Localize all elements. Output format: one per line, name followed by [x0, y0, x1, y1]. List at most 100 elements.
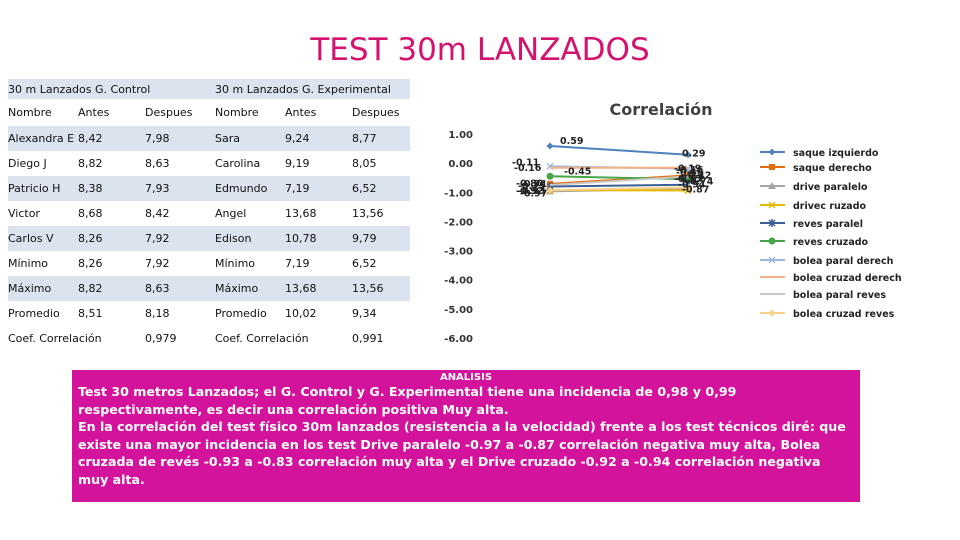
column-header: Antes: [285, 99, 352, 126]
table-cell: 7,19: [285, 251, 352, 276]
legend-label: drive paralelo: [793, 182, 868, 193]
table-row: Patricio H 8,38 7,93 Edmundo 7,19 6,52: [8, 176, 410, 201]
marker-diamond: [684, 151, 692, 159]
legend-item: bolea cruzad reves: [760, 309, 895, 320]
legend-label: saque izquierdo: [793, 148, 879, 159]
correlation-line-chart: Correlación 1.00 0.00 -1.00 -2.00 -3.00 -4.00…: [444, 100, 902, 345]
y-tick-label: 1.00: [448, 130, 473, 141]
table-cell: Patricio H: [8, 176, 78, 201]
table-cell: Mínimo: [8, 251, 78, 276]
table-cell: 13,56: [352, 276, 410, 301]
group-control-label: 30 m Lanzados G. Control: [8, 79, 215, 99]
legend-label: reves paralel: [793, 219, 863, 230]
table-cell: 10,78: [285, 226, 352, 251]
table-cell: Alexandra E: [8, 126, 78, 151]
table-cell: Victor: [8, 201, 78, 226]
series-saque-izquierdo: [546, 142, 692, 159]
data-label: -0.45: [564, 166, 591, 177]
table-row: Promedio 8,51 8,18 Promedio 10,02 9,34: [8, 301, 410, 326]
data-label: 0.29: [682, 149, 705, 160]
table-cell: Edison: [215, 226, 285, 251]
y-tick-label: -6.00: [444, 334, 473, 345]
table-cell: Sara: [215, 126, 285, 151]
table-cell: Carlos V: [8, 226, 78, 251]
correlation-value-control: 0,979: [145, 326, 215, 351]
table-cell: 8,05: [352, 151, 410, 176]
marker-circle: [546, 172, 554, 180]
marker-triangle: [768, 182, 776, 189]
table-cell: Mínimo: [215, 251, 285, 276]
marker-x: [768, 256, 776, 264]
data-label: -0.16: [514, 163, 542, 174]
table-row: Mínimo 8,26 7,92 Mínimo 7,19 6,52: [8, 251, 410, 276]
data-label: -0.42: [684, 170, 711, 181]
analysis-box: ANALISIS Test 30 metros Lanzados; el G. …: [72, 370, 860, 502]
marker-diamond: [768, 309, 776, 317]
table-row: Máximo 8,82 8,63 Máximo 13,68 13,56: [8, 276, 410, 301]
data-label: -0.94: [678, 180, 706, 191]
table-cell: 8,26: [78, 251, 145, 276]
table-cell: 8,42: [145, 201, 215, 226]
y-tick-label: -5.00: [444, 305, 473, 316]
legend-label: reves cruzado: [793, 237, 869, 248]
y-tick-label: -2.00: [444, 217, 473, 228]
data-label: -0.55: [674, 174, 701, 185]
legend-label: drivec ruzado: [793, 201, 867, 212]
table-cell: 13,56: [352, 201, 410, 226]
table-cell: Promedio: [8, 301, 78, 326]
data-label: 0.59: [560, 136, 583, 147]
chart-title: Correlación: [610, 100, 713, 119]
table-cell: 8,26: [78, 226, 145, 251]
marker-diamond: [546, 142, 554, 150]
marker-diamond: [546, 186, 554, 194]
table-cell: 8,82: [78, 276, 145, 301]
table-cell: Carolina: [215, 151, 285, 176]
table-row: Diego J 8,82 8,63 Carolina 9,19 8,05: [8, 151, 410, 176]
table-cell: 7,92: [145, 251, 215, 276]
table-cell: 8,38: [78, 176, 145, 201]
series-line: [549, 183, 689, 188]
marker-diamond: [684, 183, 692, 191]
analysis-text: Test 30 metros Lanzados; el G. Control y…: [78, 384, 846, 487]
table-cell: 9,79: [352, 226, 410, 251]
marker-square: [685, 172, 691, 179]
data-label: -0.74: [686, 177, 714, 188]
table-cell: Edmundo: [215, 176, 285, 201]
y-tick-label: 0.00: [448, 159, 473, 170]
table-cell: 8,42: [78, 126, 145, 151]
series-bolea-cruzad-reves: [546, 183, 692, 194]
legend-item: reves paralel: [760, 219, 863, 230]
y-tick-label: -1.00: [444, 188, 473, 199]
data-label: -0.87: [682, 184, 709, 195]
legend-item: saque izquierdo: [760, 148, 879, 159]
table-cell: 7,19: [285, 176, 352, 201]
table-cell: Máximo: [8, 276, 78, 301]
table-cell: 8,82: [78, 151, 145, 176]
table-cell: Máximo: [215, 276, 285, 301]
marker-diamond: [768, 148, 776, 156]
chart-legend: saque izquierdo saque derecho drive parale…: [760, 148, 902, 320]
table-cell: Diego J: [8, 151, 78, 176]
table-cell: 8,77: [352, 126, 410, 151]
column-header: Despues: [352, 99, 410, 126]
table-cell: 8,63: [145, 151, 215, 176]
data-label: -0.16: [676, 165, 704, 176]
column-header: Nombre: [8, 99, 78, 126]
marker-square: [769, 164, 775, 170]
table-row: Carlos V 8,26 7,92 Edison 10,78 9,79: [8, 226, 410, 251]
data-label: -0.75: [518, 181, 545, 192]
data-label: -0.71: [520, 179, 547, 190]
table-cell: 6,52: [352, 176, 410, 201]
data-label: -0.46: [676, 168, 704, 179]
legend-item: saque derecho: [760, 163, 872, 174]
correlation-row: Coef. Correlación 0,979 Coef. Correlació…: [8, 326, 410, 351]
table-cell: 8,68: [78, 201, 145, 226]
correlation-label-experimental: Coef. Correlación: [215, 326, 352, 351]
table-cell: 7,93: [145, 176, 215, 201]
data-label: -0.92: [516, 186, 543, 197]
marker-circle: [768, 237, 776, 245]
table-cell: 9,24: [285, 126, 352, 151]
legend-label: bolea paral derech: [793, 256, 894, 267]
data-label: -0.19: [674, 164, 701, 175]
series-line: [549, 174, 689, 185]
